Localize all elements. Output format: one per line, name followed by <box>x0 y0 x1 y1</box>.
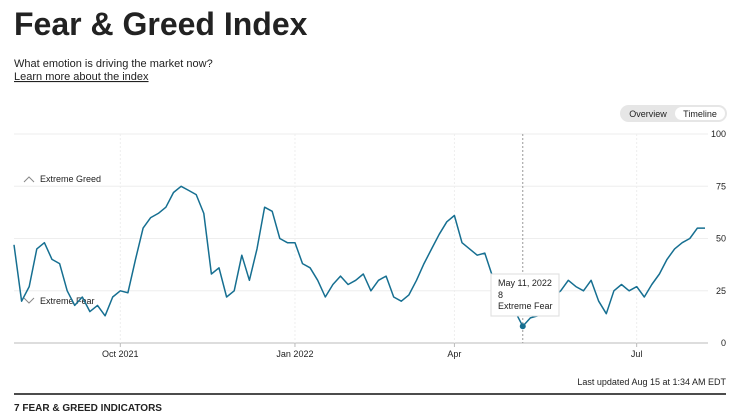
toggle-timeline[interactable]: Timeline <box>683 109 717 119</box>
toggle-overview[interactable]: Overview <box>629 109 667 119</box>
chart: 0 25 50 75 100 Oct 2021 Jan 2022 Apr Jul Extreme … <box>13 129 726 359</box>
tooltip-label: Extreme Fear <box>498 301 553 311</box>
tooltip-date: May 11, 2022 <box>498 278 552 288</box>
tooltip-value: 8 <box>498 290 503 300</box>
section-heading: 7 FEAR & GREED INDICATORS <box>14 403 162 414</box>
y-tick-label: 25 <box>716 286 726 296</box>
toggle-selected <box>675 107 725 120</box>
annotation-chevron <box>23 297 35 304</box>
y-tick-label: 0 <box>721 338 726 348</box>
last-updated: Last updated Aug 15 at 1:34 AM EDT <box>577 377 726 387</box>
x-tick-label: Jan 2022 <box>276 349 313 359</box>
tooltip-point <box>519 323 526 330</box>
annotation: Extreme Fear <box>40 296 95 306</box>
annotation: Extreme Greed <box>40 174 101 184</box>
tooltip-box <box>490 273 560 317</box>
index-line <box>13 185 705 328</box>
y-tick-label: 50 <box>716 234 726 244</box>
y-tick-label: 75 <box>716 181 726 191</box>
y-tick-label: 100 <box>711 129 726 139</box>
x-tick-label: Oct 2021 <box>102 349 139 359</box>
learn-more-link[interactable]: Learn more about the index <box>14 71 149 83</box>
subtitle: What emotion is driving the market now? <box>14 58 213 70</box>
x-tick-label: Jul <box>631 349 643 359</box>
annotation-chevron <box>23 176 35 183</box>
page-title: Fear & Greed Index <box>14 6 308 42</box>
x-tick-label: Apr <box>447 349 461 359</box>
